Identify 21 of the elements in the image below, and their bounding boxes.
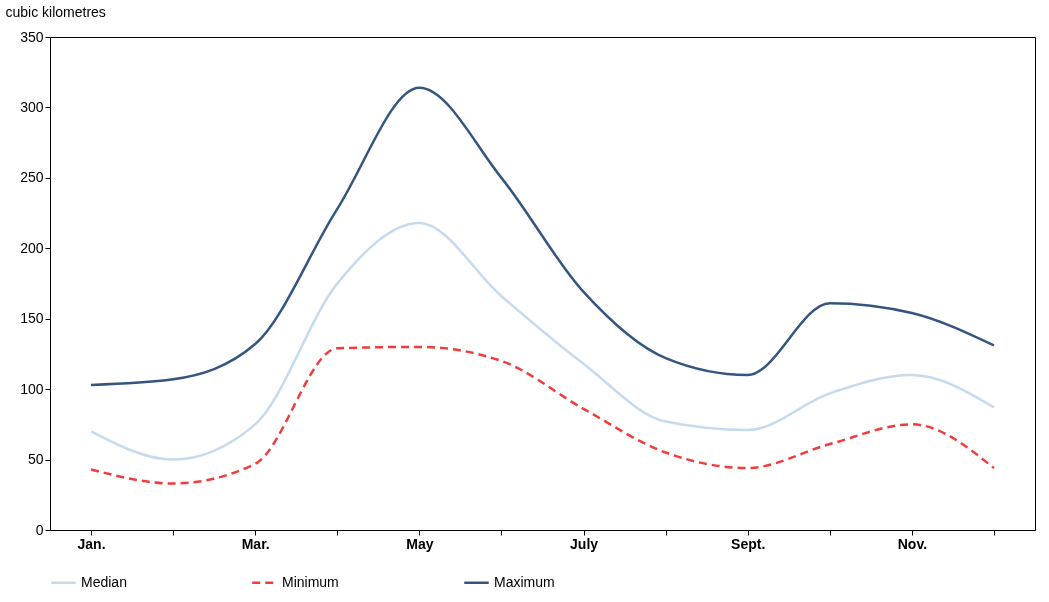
x-tick-label: Mar. [241, 535, 270, 552]
y-tick-label: 50 [27, 451, 44, 468]
line-series [89, 86, 996, 387]
x-tick-label: Sept. [731, 535, 766, 552]
line-series [89, 345, 996, 485]
y-tick-label: 200 [20, 239, 44, 256]
x-tick-label: May [406, 535, 434, 552]
legend-label: Median [81, 573, 127, 590]
x-tick-label: July [570, 535, 599, 552]
y-tick-label: 100 [20, 380, 44, 397]
legend-label: Minimum [282, 573, 339, 590]
y-axis-title: cubic kilometres [5, 3, 106, 20]
x-tick-label: Nov. [897, 535, 928, 552]
x-tick-label: Jan. [77, 535, 106, 552]
y-tick-label: 300 [20, 98, 44, 115]
legend-label: Maximum [494, 573, 555, 590]
line-series [89, 221, 996, 461]
y-tick-label: 350 [20, 28, 44, 45]
y-tick-label: 0 [35, 521, 44, 538]
y-tick-label: 150 [20, 310, 44, 327]
y-tick-label: 250 [20, 169, 44, 186]
